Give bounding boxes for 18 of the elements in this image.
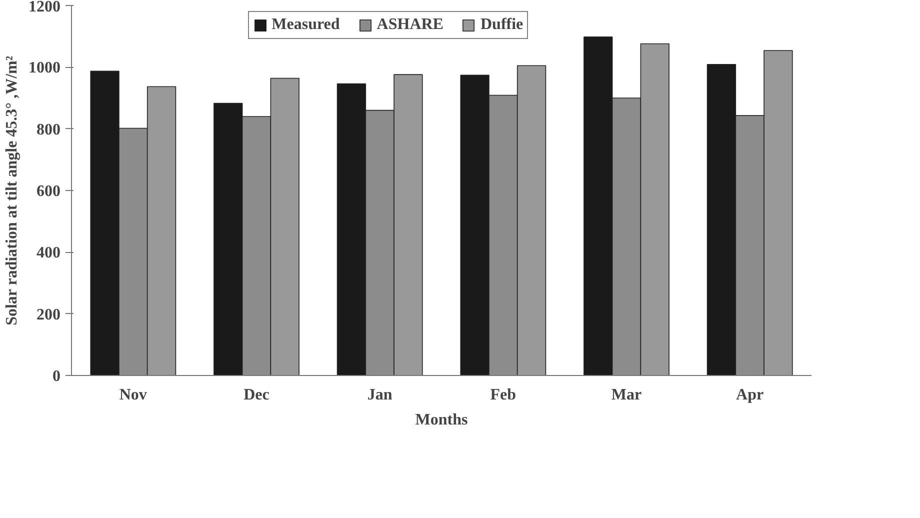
- legend-label: Measured: [272, 16, 340, 34]
- x-tick-label: Jan: [367, 386, 392, 404]
- legend-label: Duffie: [480, 16, 524, 34]
- y-tick-label: 600: [36, 183, 60, 200]
- x-tick-label: Nov: [119, 386, 147, 404]
- legend-label: ASHARE: [376, 16, 444, 34]
- y-tick-label: 200: [36, 306, 60, 324]
- y-tick-label: 800: [36, 121, 60, 138]
- y-tick-label: 1000: [28, 60, 60, 77]
- x-tick-label: Mar: [611, 386, 642, 404]
- y-tick-label: 0: [52, 368, 60, 385]
- y-tick-label: 400: [36, 244, 60, 262]
- y-axis-title: Solar radiation at tilt angle 45.3° ,W/m²: [4, 56, 20, 326]
- y-tick-label: 1200: [28, 0, 60, 16]
- x-tick-label: Feb: [490, 386, 516, 404]
- x-tick-label: Dec: [244, 386, 270, 404]
- x-tick-label: Apr: [736, 386, 764, 404]
- x-axis-title: Months: [415, 412, 468, 428]
